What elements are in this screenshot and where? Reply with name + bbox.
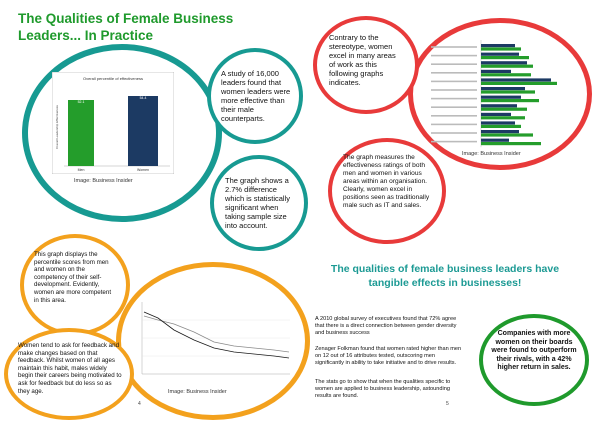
hbar-women-bar (481, 81, 557, 85)
hbar-women-bar (481, 133, 533, 137)
bar-women-value-label: 54.4 (140, 96, 147, 100)
bar-chart-title: Overall percentile of effectiveness (83, 76, 143, 81)
line-women (143, 315, 290, 353)
paragraph-survey: A 2010 global survey of executives found… (315, 316, 457, 336)
hbar-men-bar (481, 138, 509, 142)
measures-callout-circle (328, 138, 446, 244)
page-number-right: 5 (446, 401, 449, 407)
measures-callout-text: The graph measures the effectiveness rat… (343, 154, 430, 209)
bar-men-value-label: 52.1 (78, 100, 85, 104)
difference-callout-text: The graph shows a 2.7% difference which … (225, 176, 291, 230)
page-number-left: 4 (138, 401, 141, 407)
hbar-men-bar (481, 130, 519, 134)
hbar-men-bar (481, 95, 521, 99)
hbar-women-bar (481, 107, 527, 111)
hbar-men-bar (481, 104, 517, 108)
right-page-subtitle: The qualities of female business leaders… (330, 263, 560, 289)
feedback-callout-text: Women tend to ask for feedback and make … (18, 342, 122, 395)
hbar-row-label-placeholder (431, 97, 477, 100)
page-title-left: The Qualities of Female Business Leaders… (18, 11, 234, 43)
study-callout-circle (207, 48, 303, 144)
hbar-men-bar (481, 44, 515, 48)
bar-women-category-label: Women (137, 168, 149, 172)
bar-men (68, 100, 94, 166)
paragraph-stats: The stats go to show that when the quali… (315, 379, 451, 399)
hbar-men-bar (481, 78, 551, 82)
hbar-women-bar (481, 142, 541, 146)
hbar-men-bar (481, 87, 525, 91)
hbar-women-bar (481, 47, 521, 51)
men-women-bar-chart: Overall percentile of effectiveness Over… (52, 72, 174, 174)
line-men (143, 311, 290, 359)
hbar-women-bar (481, 124, 521, 128)
hbar-men-bar (481, 52, 519, 56)
hbar-men-bar (481, 69, 511, 73)
line-chart-circle (116, 262, 310, 420)
hbar-women-bar (481, 99, 539, 103)
hbar-row-label-placeholder (431, 89, 477, 91)
hbar-row-label-placeholder (431, 115, 477, 117)
hbar-row-label-placeholder (431, 54, 477, 57)
bar-chart-y-axis-title: Overall Leadership Effectiveness (55, 105, 59, 149)
hbar-row-label-placeholder (431, 140, 477, 143)
hbar-women-bar (481, 90, 535, 94)
hbar-row-label-placeholder (431, 106, 477, 108)
line-chart-caption: Image: Business Insider (168, 389, 227, 395)
hbar-women-bar (481, 64, 533, 68)
hbar-row-label-placeholder (431, 132, 477, 134)
boards-callout-circle (479, 314, 589, 406)
hbar-women-bar (481, 73, 531, 77)
hbar-women-bar (481, 116, 525, 120)
hbar-row-label-placeholder (431, 63, 477, 65)
boards-callout-text: Companies with more women on their board… (491, 330, 577, 372)
hbar-row-label-placeholder (431, 123, 477, 126)
functional-areas-bar-chart (431, 40, 557, 148)
hbar-chart-caption: Image: Business Insider (462, 151, 521, 157)
hbar-row-label-placeholder (431, 46, 477, 48)
hbar-row-label-placeholder (431, 72, 477, 74)
stereotype-callout-circle (313, 16, 419, 114)
bar-men-category-label: Men (78, 168, 85, 172)
hbar-row-label-placeholder (431, 80, 477, 83)
percentile-callout-text: This graph displays the percentile score… (34, 251, 112, 304)
bar-women (128, 96, 158, 166)
paragraph-zenger: Zenager Folkman found that women rated h… (315, 346, 462, 366)
percentile-line-chart (141, 302, 290, 375)
hbar-men-bar (481, 112, 511, 116)
stereotype-callout-text: Contrary to the stereotype, women excel … (329, 33, 396, 87)
study-callout-text: A study of 16,000 leaders found that wom… (221, 69, 291, 123)
hbar-men-bar (481, 121, 515, 125)
hbar-women-bar (481, 56, 529, 60)
hbar-men-bar (481, 61, 527, 65)
feedback-callout-circle (4, 328, 134, 420)
bar-chart-caption: Image: Business Insider (74, 178, 133, 184)
difference-callout-circle (210, 155, 308, 251)
